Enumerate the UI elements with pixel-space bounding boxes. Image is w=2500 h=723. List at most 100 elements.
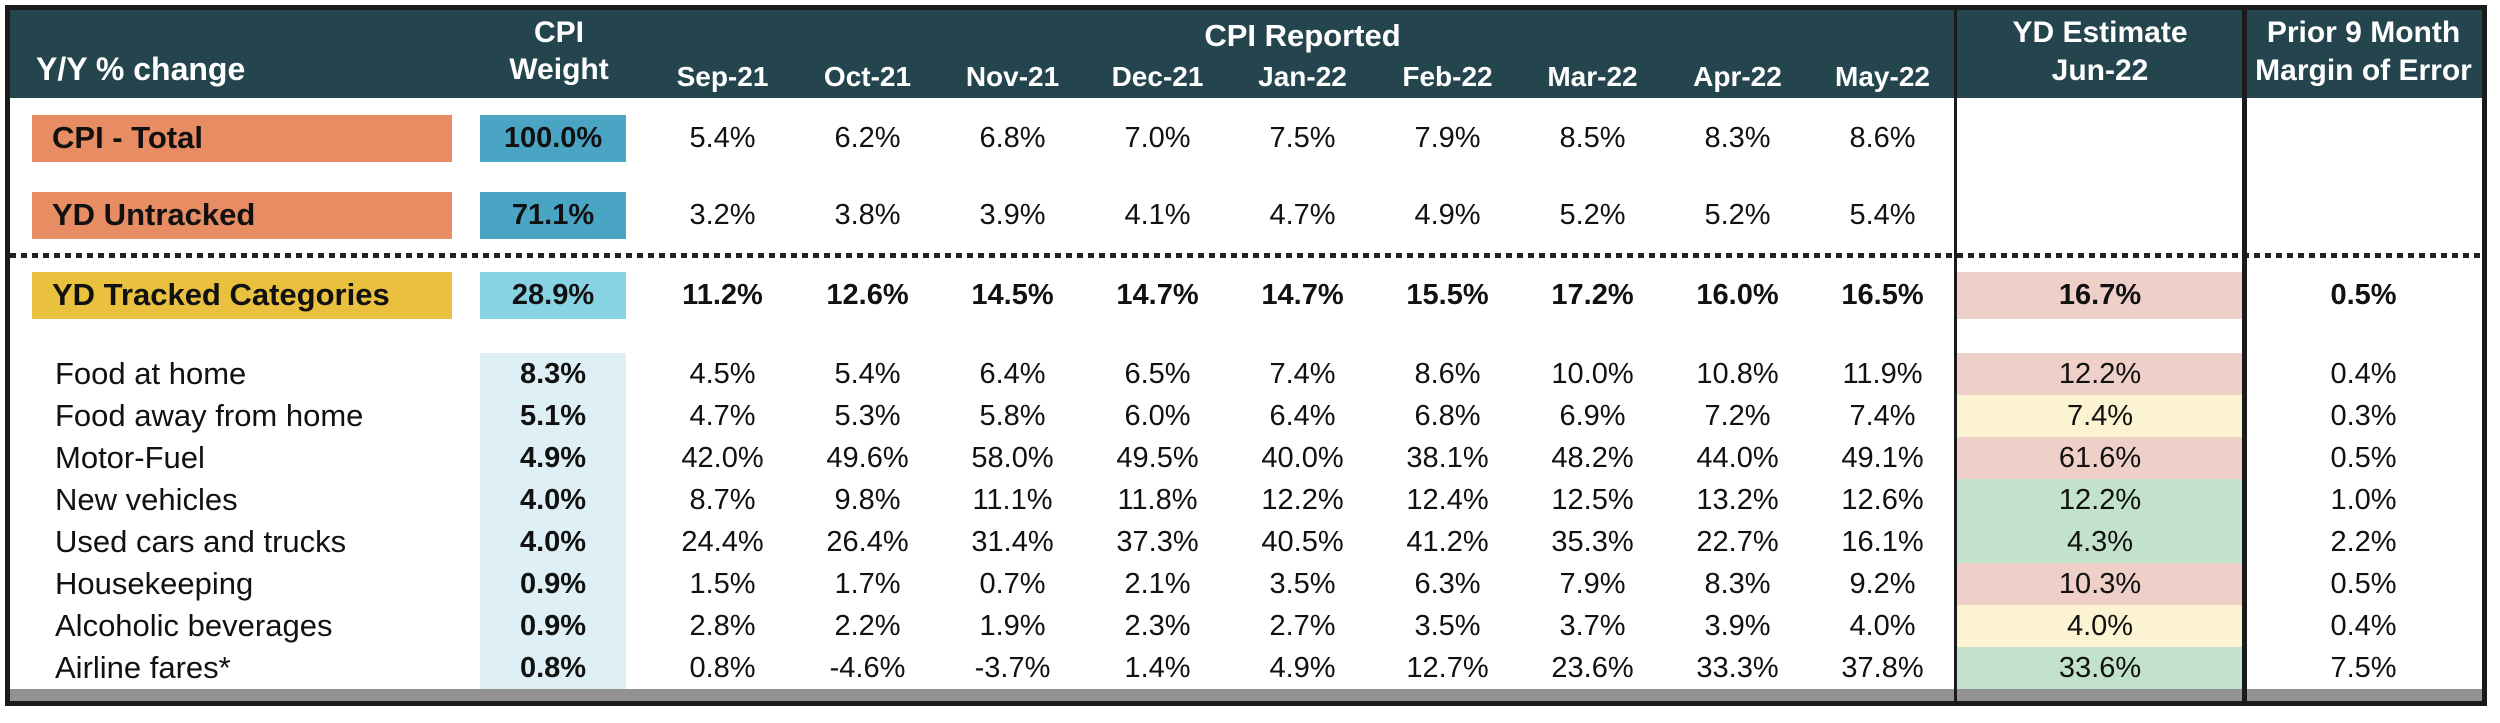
table-header: Y/Y % change CPI Weight CPI Reported Sep… bbox=[10, 10, 2482, 98]
weight-cell: 100.0% bbox=[480, 114, 626, 162]
table-row-used-cars-and-trucks: Used cars and trucks 4.0% 24.4% 26.4% 31… bbox=[10, 521, 2482, 563]
row-label: Motor-Fuel bbox=[55, 440, 205, 475]
value-cell: 9.2% bbox=[1849, 567, 1916, 600]
row-spacer bbox=[10, 326, 2482, 353]
corner-header-label: Y/Y % change bbox=[36, 51, 246, 87]
value-cell: 5.8% bbox=[979, 399, 1046, 432]
row-label: Food away from home bbox=[55, 398, 364, 433]
estimate-cell: 10.3% bbox=[1955, 563, 2245, 605]
weight-cell: 0.9% bbox=[480, 605, 626, 647]
category-row-group: Food at home 8.3% 4.5% 5.4% 6.4% 6.5% 7.… bbox=[10, 353, 2482, 689]
row-label: YD Tracked Categories bbox=[32, 271, 452, 319]
margin-of-error-cell: 7.5% bbox=[2330, 651, 2397, 684]
value-cell: 3.9% bbox=[979, 198, 1046, 231]
margin-of-error-cell: 0.5% bbox=[2330, 441, 2397, 474]
value-cell: 4.9% bbox=[1414, 198, 1481, 231]
value-cell: 14.7% bbox=[1116, 278, 1199, 311]
margin-of-error-cell: 0.5% bbox=[2330, 278, 2397, 311]
value-cell: 14.5% bbox=[971, 278, 1054, 311]
weight-header-line2: Weight bbox=[509, 53, 609, 86]
value-cell: 58.0% bbox=[971, 441, 1054, 474]
value-cell: 35.3% bbox=[1551, 525, 1634, 558]
value-cell: 6.4% bbox=[1269, 399, 1336, 432]
table-footer-area bbox=[10, 689, 2482, 701]
value-cell: 16.1% bbox=[1841, 525, 1924, 558]
table-row-alcoholic-beverages: Alcoholic beverages 0.9% 2.8% 2.2% 1.9% … bbox=[10, 605, 2482, 647]
bottom-gray-bar bbox=[10, 689, 2482, 701]
yd-estimate-header-line2: Jun-22 bbox=[2051, 54, 2149, 87]
value-cell: 3.9% bbox=[1704, 609, 1771, 642]
value-cell: 8.6% bbox=[1414, 357, 1481, 390]
value-cell: 7.9% bbox=[1559, 567, 1626, 600]
value-cell: 2.3% bbox=[1124, 609, 1191, 642]
value-cell: 5.4% bbox=[1849, 198, 1916, 231]
value-cell: 5.4% bbox=[689, 121, 756, 154]
value-cell: 14.7% bbox=[1261, 278, 1344, 311]
margin-of-error-cell: 0.3% bbox=[2330, 399, 2397, 432]
margin-of-error-header: Prior 9 Month Margin of Error bbox=[2245, 10, 2482, 98]
value-cell: 8.3% bbox=[1704, 121, 1771, 154]
value-cell: 3.2% bbox=[689, 198, 756, 231]
value-cell: 6.8% bbox=[1414, 399, 1481, 432]
value-cell: 9.8% bbox=[834, 483, 901, 516]
estimate-column-right-divider bbox=[2242, 10, 2247, 701]
yd-estimate-header: YD Estimate Jun-22 bbox=[1955, 10, 2245, 98]
value-cell: 12.7% bbox=[1406, 651, 1489, 684]
value-cell: 3.8% bbox=[834, 198, 901, 231]
dotted-divider-line bbox=[10, 252, 2482, 258]
table-row-cpi-total: CPI - Total 100.0% 5.4% 6.2% 6.8% 7.0% 7… bbox=[10, 107, 2482, 169]
value-cell: 12.2% bbox=[1261, 483, 1344, 516]
value-cell: 26.4% bbox=[826, 525, 909, 558]
value-cell: 38.1% bbox=[1406, 441, 1489, 474]
estimate-cell: 4.3% bbox=[1955, 521, 2245, 563]
estimate-cell bbox=[1955, 107, 2245, 169]
tracked-row-group: YD Tracked Categories 28.9% 11.2% 12.6% … bbox=[10, 264, 2482, 326]
margin-of-error-cell bbox=[2245, 107, 2482, 169]
value-cell: 7.4% bbox=[1269, 357, 1336, 390]
value-cell: 1.7% bbox=[834, 567, 901, 600]
table-row-airline-fares: Airline fares* 0.8% 0.8% -4.6% -3.7% 1.4… bbox=[10, 647, 2482, 689]
table-row-new-vehicles: New vehicles 4.0% 8.7% 9.8% 11.1% 11.8% … bbox=[10, 479, 2482, 521]
value-cell: 12.5% bbox=[1551, 483, 1634, 516]
value-cell: 8.5% bbox=[1559, 121, 1626, 154]
value-cell: 8.3% bbox=[1704, 567, 1771, 600]
value-cell: 31.4% bbox=[971, 525, 1054, 558]
margin-header-line2: Margin of Error bbox=[2255, 54, 2472, 87]
value-cell: 3.5% bbox=[1269, 567, 1336, 600]
row-label: YD Untracked bbox=[32, 191, 452, 239]
month-header-sep21: Sep-21 bbox=[676, 61, 769, 92]
weight-cell: 4.0% bbox=[480, 521, 626, 563]
estimate-cell: 7.4% bbox=[1955, 395, 2245, 437]
value-cell: 5.2% bbox=[1704, 198, 1771, 231]
row-label: Used cars and trucks bbox=[55, 524, 347, 559]
weight-cell: 5.1% bbox=[480, 395, 626, 437]
value-cell: 5.3% bbox=[834, 399, 901, 432]
row-label: Alcoholic beverages bbox=[55, 608, 333, 643]
value-cell: 33.3% bbox=[1696, 651, 1779, 684]
margin-of-error-cell bbox=[2245, 184, 2482, 246]
value-cell: 0.8% bbox=[689, 651, 756, 684]
cpi-table: Y/Y % change CPI Weight CPI Reported Sep… bbox=[5, 5, 2487, 706]
weight-cell: 0.9% bbox=[480, 563, 626, 605]
value-cell: 16.0% bbox=[1696, 278, 1779, 311]
estimate-cell: 12.2% bbox=[1955, 479, 2245, 521]
month-header-mar22: Mar-22 bbox=[1547, 61, 1638, 92]
table-row-yd-untracked: YD Untracked 71.1% 3.2% 3.8% 3.9% 4.1% 4… bbox=[10, 184, 2482, 246]
value-cell: 11.9% bbox=[1842, 357, 1923, 390]
value-cell: 2.1% bbox=[1124, 567, 1191, 600]
value-cell: 5.4% bbox=[834, 357, 901, 390]
value-cell: 6.8% bbox=[979, 121, 1046, 154]
cpi-reported-group-header: CPI Reported bbox=[1204, 18, 1401, 53]
weight-cell: 4.0% bbox=[480, 479, 626, 521]
value-cell: 7.0% bbox=[1124, 121, 1191, 154]
value-cell: 8.7% bbox=[689, 483, 756, 516]
value-cell: 11.2% bbox=[682, 278, 763, 311]
value-cell: 49.6% bbox=[826, 441, 909, 474]
weight-cell: 0.8% bbox=[480, 647, 626, 689]
value-cell: 12.6% bbox=[826, 278, 909, 311]
value-cell: 6.5% bbox=[1124, 357, 1191, 390]
estimate-cell: 4.0% bbox=[1955, 605, 2245, 647]
value-cell: 6.2% bbox=[834, 121, 901, 154]
month-header-jan22: Jan-22 bbox=[1258, 61, 1347, 92]
estimate-cell: 33.6% bbox=[1955, 647, 2245, 689]
